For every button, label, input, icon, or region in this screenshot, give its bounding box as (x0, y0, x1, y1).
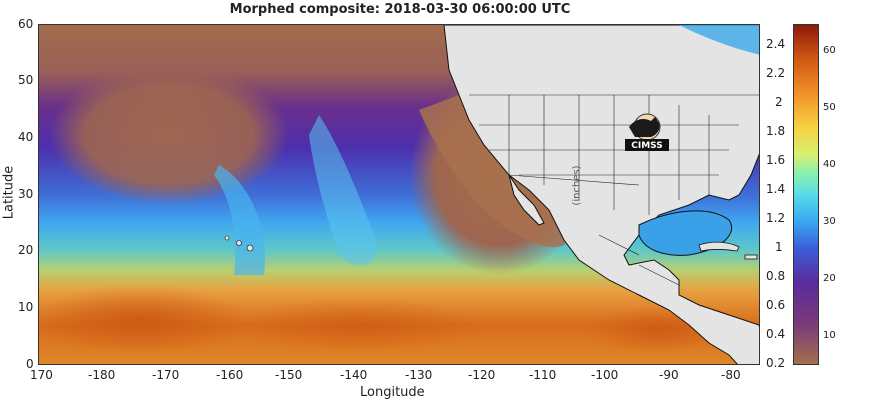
moisture-plume-central (309, 115, 377, 266)
baja-peninsula (508, 174, 545, 226)
colorbar-left-tick-0.4: 0.4 (766, 327, 786, 341)
colorbar-left-tick-0.6: 0.6 (766, 298, 786, 312)
colorbar-left-tick-1.8: 1.8 (766, 124, 786, 138)
colorbar-left-tick-1.6: 1.6 (766, 153, 786, 167)
cimss-logo-graphic: CIMSS (625, 113, 669, 151)
x-tick-neg110: -110 (529, 368, 557, 382)
y-axis-label: Latitude (1, 165, 17, 220)
y-tick-20: 20 (18, 243, 34, 257)
map-title: Morphed composite: 2018-03-30 06:00:00 U… (229, 2, 571, 17)
cuba-island (698, 241, 740, 252)
colorbar-left-tick-0.8: 0.8 (766, 269, 786, 283)
x-tick-neg80: -80 (721, 368, 741, 382)
hispaniola-island (744, 254, 758, 260)
y-tick-10: 10 (18, 300, 34, 314)
y-tick-60: 60 (18, 17, 34, 31)
x-tick-neg160: -160 (216, 368, 244, 382)
y-tick-0: 0 (26, 357, 34, 371)
y-tick-40: 40 (18, 130, 34, 144)
cimss-logo-text: CIMSS (631, 141, 662, 151)
units-label: (inches) (571, 165, 583, 206)
colorbar-left-tick-1.2: 1.2 (766, 211, 786, 225)
x-axis-label: Longitude (360, 385, 425, 400)
colorbar-left-tick-2: 2 (775, 95, 783, 109)
x-tick-neg180: -180 (88, 368, 116, 382)
x-tick-neg150: -150 (275, 368, 303, 382)
colorbar-right-tick-10: 10 (823, 330, 836, 341)
x-tick-neg140: -140 (340, 368, 368, 382)
x-tick-neg100: -100 (591, 368, 619, 382)
y-tick-30: 30 (18, 187, 34, 201)
colorbar-left-tick-1: 1 (775, 240, 783, 254)
colorbar-right-tick-20: 20 (823, 273, 836, 284)
colorbar-right-tick-40: 40 (823, 159, 836, 170)
political-borders (469, 94, 759, 286)
colorbar-right-tick-30: 30 (823, 216, 836, 227)
precipitable-water-map: CIMSS (38, 24, 760, 365)
colorbar-left-tick-2.4: 2.4 (766, 37, 786, 51)
colorbar-left-tick-0.2: 0.2 (766, 356, 786, 370)
x-tick-neg170: -170 (152, 368, 180, 382)
dry-tongue-coast (419, 95, 579, 248)
x-tick-neg120: -120 (468, 368, 496, 382)
colorbar (793, 24, 819, 365)
tropical-moisture-west (39, 285, 249, 355)
colorbar-left-tick-2.2: 2.2 (766, 66, 786, 80)
colorbar-right-tick-60: 60 (823, 45, 836, 56)
x-tick-neg130: -130 (405, 368, 433, 382)
tropical-moisture-central (239, 297, 479, 353)
map-canvas (39, 25, 759, 364)
y-tick-50: 50 (18, 73, 34, 87)
x-tick-170: 170 (30, 368, 53, 382)
x-tick-neg90: -90 (659, 368, 679, 382)
colorbar-right-tick-50: 50 (823, 102, 836, 113)
northeast-moisture (679, 25, 759, 55)
north-america-land (443, 25, 759, 364)
hawaiian-islands (224, 235, 254, 252)
colorbar-left-tick-1.4: 1.4 (766, 182, 786, 196)
cimss-logo: CIMSS (621, 113, 673, 153)
dry-airmass-west (49, 65, 289, 205)
